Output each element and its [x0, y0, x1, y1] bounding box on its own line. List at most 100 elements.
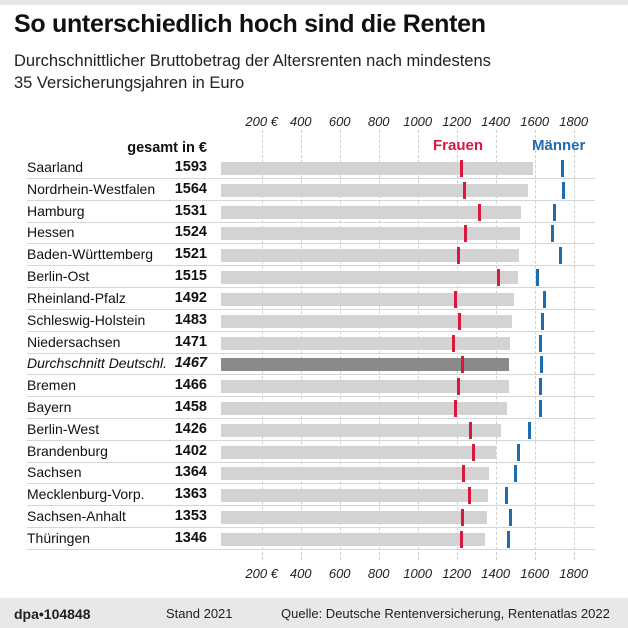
category-label: Bayern	[27, 399, 72, 416]
value-label: 1483	[174, 311, 207, 328]
marker-maenner	[539, 334, 543, 352]
category-label: Sachsen	[27, 464, 82, 481]
row-divider	[27, 308, 595, 310]
row-divider	[27, 265, 595, 267]
category-label: Sachsen-Anhalt	[27, 508, 126, 525]
tick-label-top: 800	[367, 114, 390, 129]
gridline	[534, 130, 536, 560]
tick-label-top: 1600	[520, 114, 550, 129]
bar	[221, 358, 509, 372]
row-divider	[27, 396, 595, 398]
marker-maenner	[536, 269, 540, 287]
category-label: Bremen	[27, 377, 77, 394]
value-label: 1466	[174, 377, 207, 394]
marker-maenner	[504, 487, 508, 505]
value-label: 1593	[174, 159, 207, 175]
tick-label-bottom: 800	[367, 566, 390, 581]
marker-frauen	[468, 421, 472, 439]
category-label: Hessen	[27, 224, 75, 241]
marker-frauen	[497, 269, 501, 287]
bar	[221, 249, 520, 263]
category-label: Saarland	[27, 159, 84, 175]
value-label: 1524	[174, 224, 207, 241]
marker-frauen	[452, 334, 456, 352]
bar	[221, 445, 497, 459]
marker-maenner	[562, 181, 566, 199]
marker-frauen	[457, 378, 461, 396]
category-label: Berlin-West	[27, 420, 100, 437]
marker-frauen	[467, 487, 471, 505]
row-divider	[27, 178, 595, 179]
tick-label-top: 400	[289, 114, 312, 129]
marker-frauen	[460, 160, 464, 177]
row-divider	[27, 461, 595, 463]
category-label: Hamburg	[27, 202, 85, 219]
marker-maenner	[539, 378, 543, 396]
row-divider	[27, 287, 595, 289]
bar	[221, 162, 534, 175]
dpa-logo: dpa•104848	[14, 606, 91, 622]
marker-maenner	[513, 465, 517, 483]
legend-frauen: Frauen	[433, 137, 484, 154]
bar	[221, 336, 510, 350]
bar	[221, 532, 486, 546]
value-label: 1458	[174, 399, 207, 416]
row-divider	[27, 505, 595, 507]
category-label: Baden-Württemberg	[27, 246, 154, 263]
marker-maenner	[508, 509, 512, 527]
value-label: 1471	[174, 333, 207, 350]
bar	[221, 292, 514, 306]
bar	[221, 227, 520, 241]
category-label: Rheinland-Pfalz	[27, 289, 126, 306]
value-label: 1531	[174, 202, 207, 219]
marker-frauen	[477, 203, 481, 221]
value-label: 1364	[174, 464, 207, 481]
bar	[221, 423, 501, 437]
value-label: 1515	[174, 268, 207, 285]
tick-label-top: 1400	[481, 114, 511, 129]
tick-label-top: 200 €	[245, 114, 278, 129]
marker-maenner	[506, 530, 510, 548]
tick-label-bottom: 1600	[520, 566, 550, 581]
value-label: 1521	[174, 246, 207, 263]
tick-label-bottom: 1800	[559, 566, 589, 581]
value-label: 1363	[174, 486, 207, 503]
row-divider	[27, 374, 595, 376]
bar	[221, 489, 489, 503]
source: Quelle: Deutsche Rentenversicherung, Ren…	[281, 606, 610, 621]
tick-label-bottom: 400	[289, 566, 312, 581]
category-label: Nordrhein-Westfalen	[27, 180, 156, 197]
category-label: Thüringen	[27, 529, 91, 546]
tick-label-bottom: 1000	[403, 566, 433, 581]
marker-frauen	[454, 290, 458, 308]
top-bar	[0, 0, 628, 5]
column-header: gesamt in €	[127, 140, 207, 156]
row-divider	[27, 221, 595, 223]
row-divider	[27, 330, 595, 332]
category-label: Berlin-Ost	[27, 268, 90, 285]
subtitle-line-2: 35 Versicherungsjahren in Euro	[14, 74, 245, 92]
marker-frauen	[471, 443, 475, 461]
chart-title: So unterschiedlich hoch sind die Renten	[14, 10, 486, 38]
value-label: 1402	[174, 442, 207, 459]
category-label: Schleswig-Holstein	[27, 311, 146, 328]
bar	[221, 314, 512, 328]
value-label: 1467	[174, 355, 207, 372]
marker-frauen	[458, 312, 462, 330]
tick-label-bottom: 200 €	[245, 566, 278, 581]
marker-frauen	[463, 225, 467, 243]
row-divider	[27, 243, 595, 245]
bar	[221, 183, 528, 197]
legend-maenner: Männer	[532, 137, 586, 154]
row-divider	[27, 352, 595, 354]
marker-maenner	[558, 247, 562, 265]
marker-maenner	[528, 421, 532, 439]
tick-label-top: 1000	[403, 114, 433, 129]
value-label: 1346	[174, 529, 207, 546]
marker-frauen	[454, 400, 458, 418]
row-divider	[27, 418, 595, 420]
tick-label-bottom: 1200	[442, 566, 472, 581]
marker-maenner	[540, 356, 544, 374]
bar	[221, 467, 489, 481]
